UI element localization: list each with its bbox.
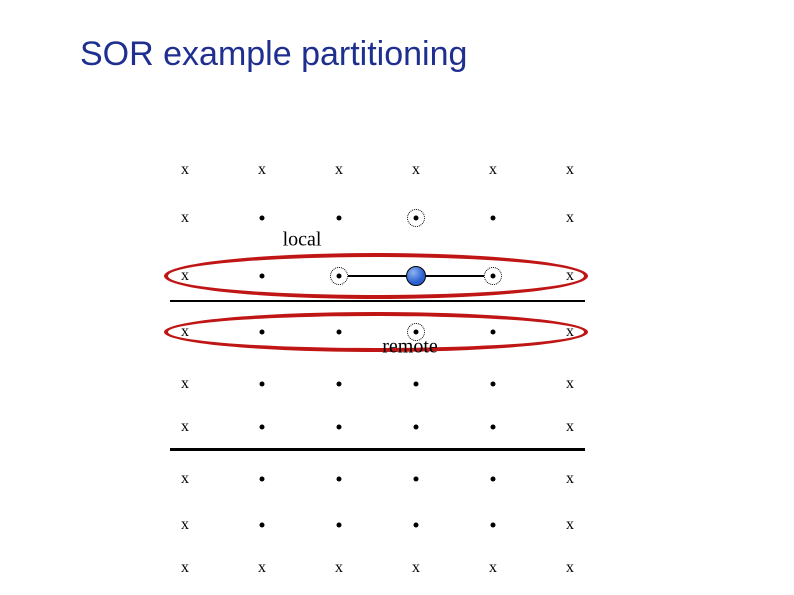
grid-x: x (566, 470, 574, 488)
grid-dot (260, 477, 265, 482)
grid-dot (491, 523, 496, 528)
grid-x: x (566, 559, 574, 577)
grid-x: x (566, 323, 574, 341)
grid-x: x (566, 375, 574, 393)
grid-x: x (181, 375, 189, 393)
grid-dot (491, 382, 496, 387)
grid-dot (260, 330, 265, 335)
neighbor-circle (330, 267, 348, 285)
neighbor-circle (484, 267, 502, 285)
grid-x: x (181, 267, 189, 285)
grid-x: x (489, 559, 497, 577)
grid-x: x (258, 161, 266, 179)
grid-dot (491, 477, 496, 482)
grid-x: x (181, 323, 189, 341)
page-title: SOR example partitioning (80, 35, 467, 74)
grid-dot (260, 274, 265, 279)
grid-dot (491, 425, 496, 430)
grid-x: x (258, 559, 266, 577)
grid-x: x (566, 418, 574, 436)
grid-dot (337, 216, 342, 221)
grid-dot (414, 425, 419, 430)
grid-dot (260, 425, 265, 430)
connector-line (348, 275, 406, 277)
grid-dot (337, 330, 342, 335)
grid-dot (414, 382, 419, 387)
partition-line (170, 448, 585, 451)
grid-dot (337, 523, 342, 528)
highlight-ellipse (164, 312, 588, 352)
grid-dot (260, 216, 265, 221)
grid-x: x (181, 209, 189, 227)
grid-x: x (412, 559, 420, 577)
grid-x: x (566, 209, 574, 227)
grid-x: x (181, 161, 189, 179)
grid-dot (260, 382, 265, 387)
grid-x: x (412, 161, 420, 179)
grid-x: x (181, 559, 189, 577)
grid-dot (337, 425, 342, 430)
grid-x: x (566, 267, 574, 285)
local-label: local (283, 229, 322, 252)
grid-x: x (566, 161, 574, 179)
grid-x: x (335, 559, 343, 577)
partition-line (170, 300, 585, 302)
grid-x: x (181, 470, 189, 488)
grid-x: x (181, 516, 189, 534)
grid-dot (337, 477, 342, 482)
grid-x: x (489, 161, 497, 179)
grid-dot (414, 523, 419, 528)
grid-x: x (335, 161, 343, 179)
grid-dot (491, 216, 496, 221)
grid-dot (414, 477, 419, 482)
grid-dot (260, 523, 265, 528)
neighbor-circle (407, 209, 425, 227)
remote-label: remote (382, 336, 438, 359)
center-node (406, 266, 426, 286)
grid-x: x (566, 516, 574, 534)
grid-x: x (181, 418, 189, 436)
grid-dot (337, 382, 342, 387)
grid-dot (491, 330, 496, 335)
connector-line (426, 275, 484, 277)
